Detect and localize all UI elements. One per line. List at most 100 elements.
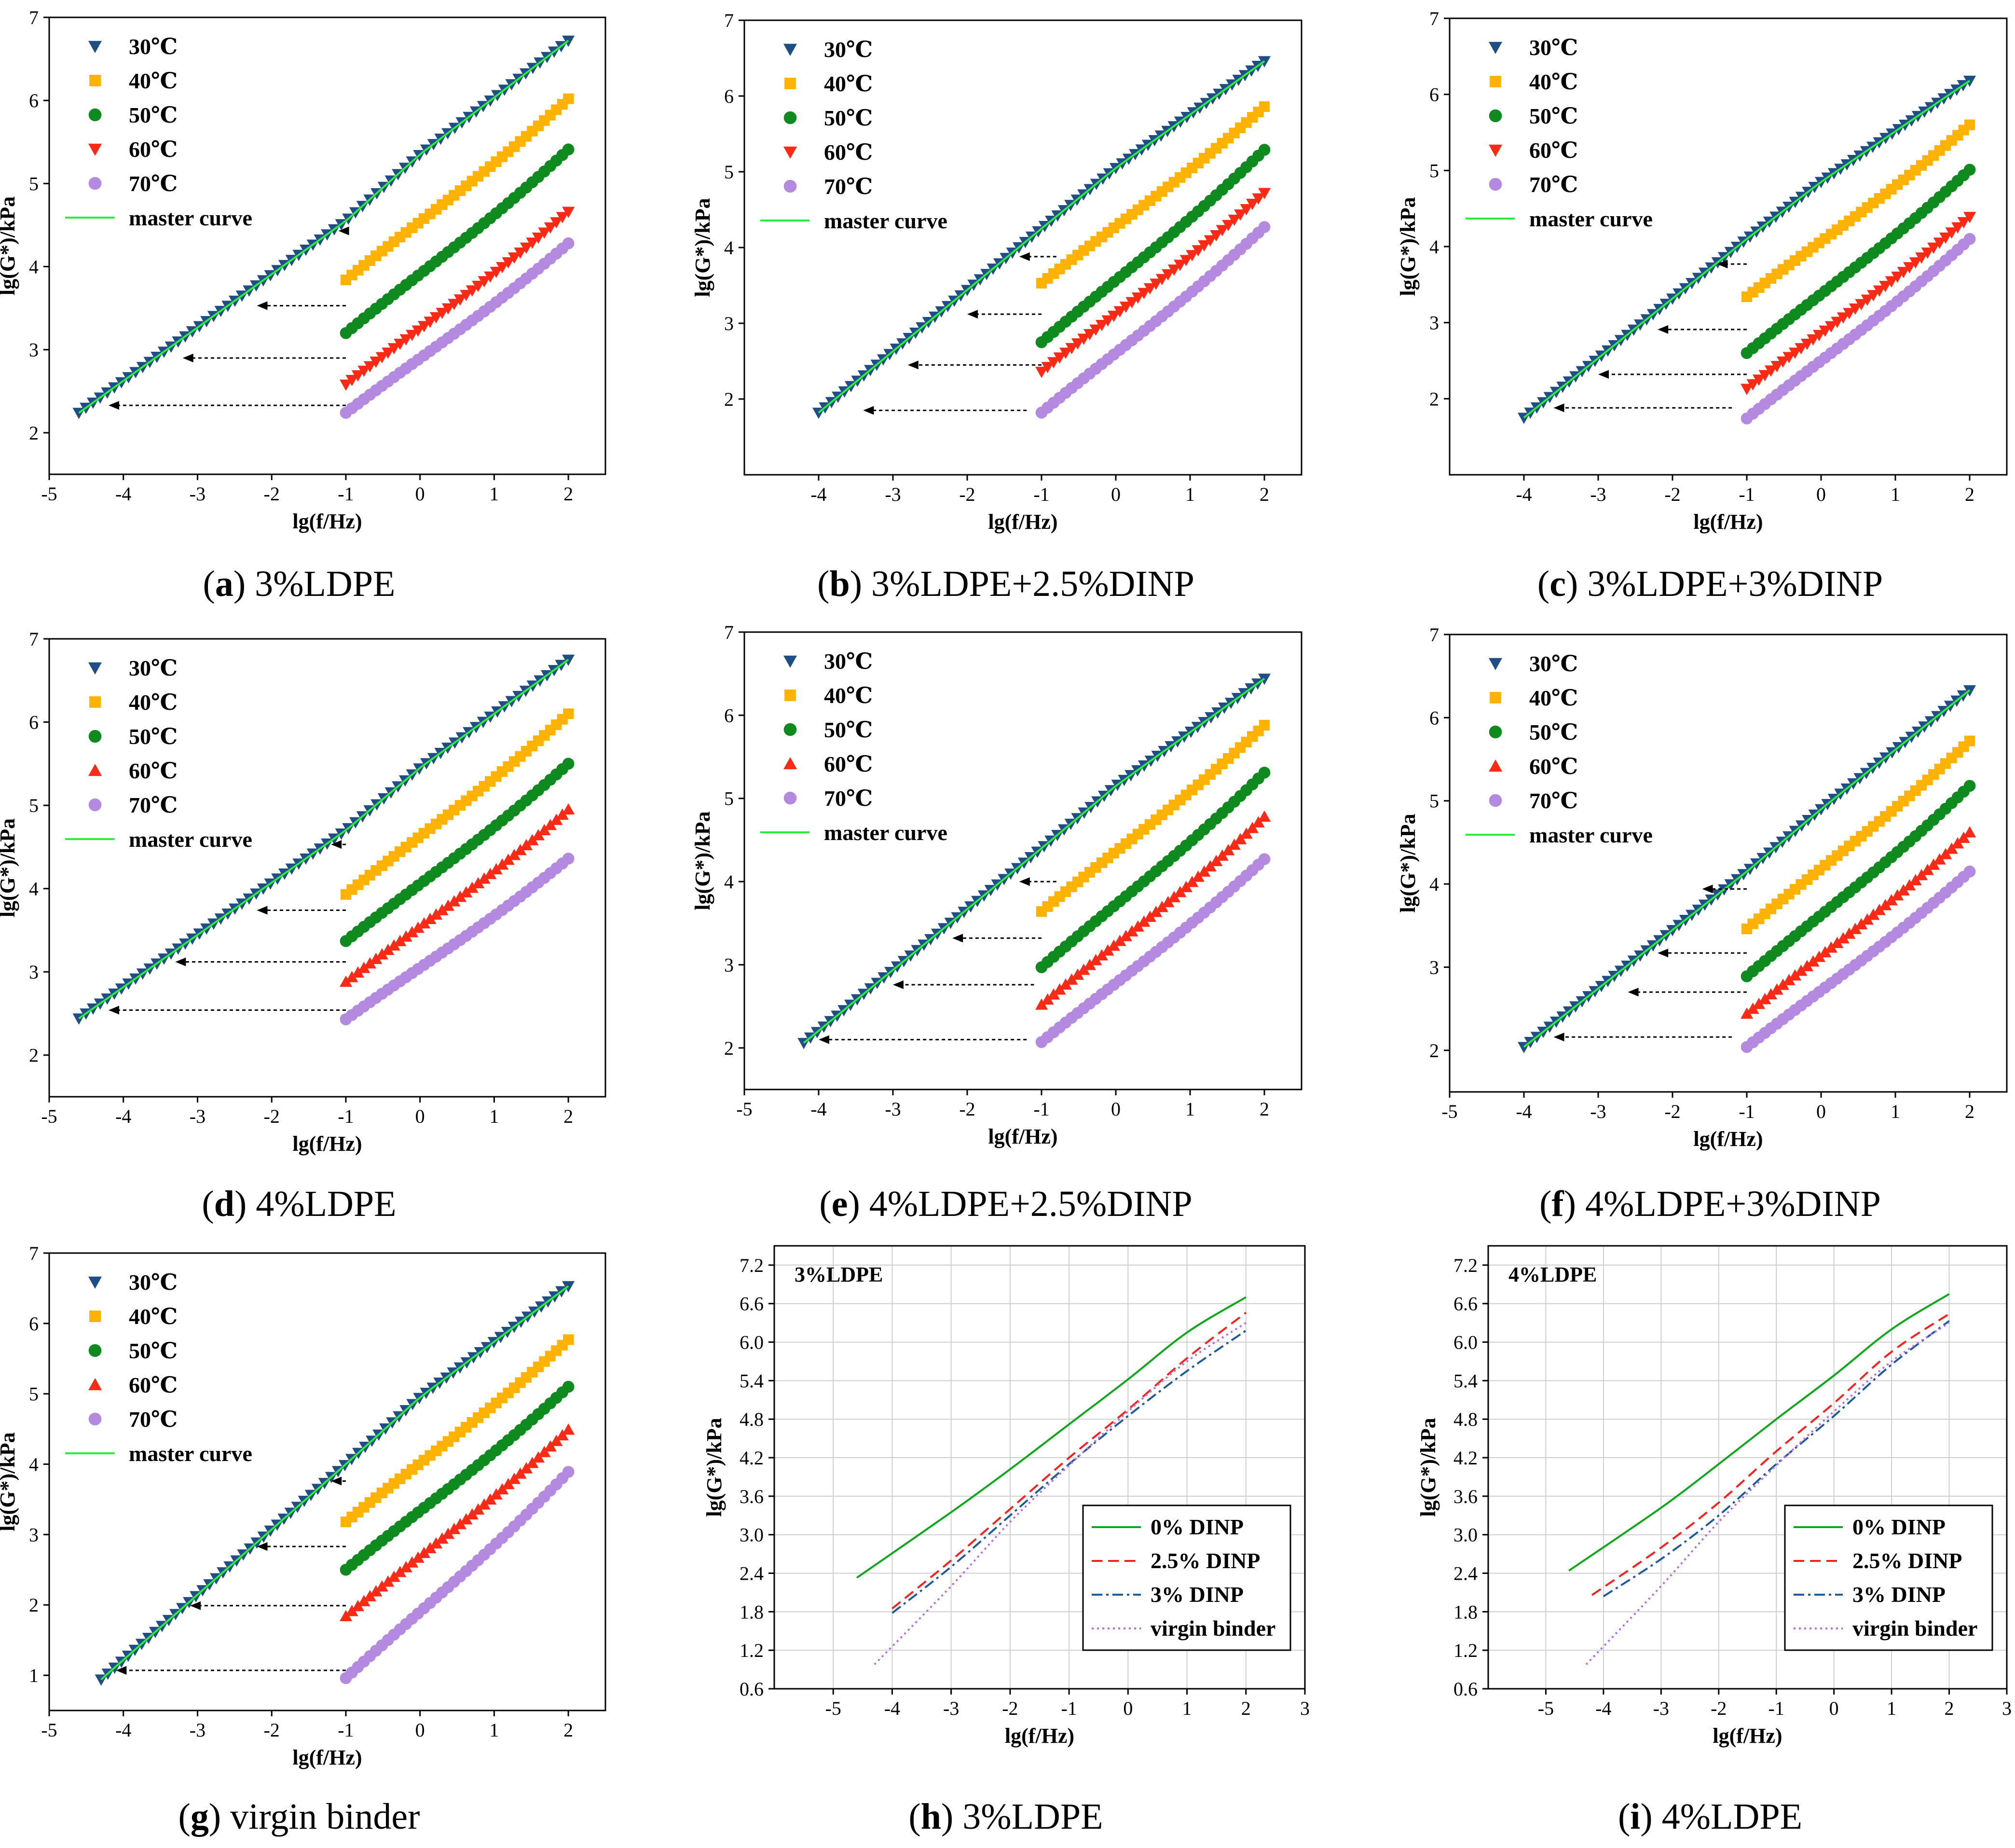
y-tick-label: 6 (29, 712, 39, 733)
y-tick-label: 2 (1429, 1040, 1439, 1062)
y-tick-label: 4 (1429, 236, 1439, 258)
data-point-60℃ (556, 212, 569, 223)
x-tick-label: 0 (1111, 483, 1121, 505)
x-tick-label: 2 (1965, 483, 1974, 505)
shift-arrow-head (1628, 988, 1639, 997)
panel-d: -5 -4 -3 -2 -1 0 1 2 2 3 4 5 6 7 lg(f/Hz) lg(G*)/kPa 30℃… (0, 628, 606, 1156)
shift-arrow-head (893, 980, 904, 989)
legend-label: 3% DINP (1852, 1582, 1946, 1607)
caption-d: (d) 4%LDPE (202, 1184, 396, 1224)
x-tick-label: 1 (489, 1719, 499, 1741)
x-tick-label: 1 (1182, 1697, 1192, 1719)
y-tick-label: 5 (29, 1383, 39, 1405)
data-point-60℃ (1059, 978, 1072, 990)
x-tick-label: -3 (885, 1098, 901, 1120)
data-point-60℃ (1143, 910, 1156, 922)
data-point-60℃ (399, 1561, 412, 1572)
data-point-60℃ (1897, 267, 1910, 278)
data-point-60℃ (1788, 969, 1801, 981)
data-point-60℃ (429, 1537, 442, 1549)
data-point-60℃ (1119, 302, 1132, 313)
shift-arrow-head (338, 226, 349, 235)
data-point-60℃ (1957, 217, 1970, 229)
y-tick-label: 6 (29, 1313, 39, 1335)
data-point-60℃ (370, 952, 383, 964)
plot-frame (48, 16, 606, 475)
legend-label: 50℃ (129, 724, 178, 749)
data-point-60℃ (363, 957, 376, 969)
x-tick-label: -1 (338, 483, 354, 505)
data-point-60℃ (370, 357, 383, 368)
data-point-70℃ (562, 853, 575, 865)
legend-marker-70℃ (88, 1412, 102, 1426)
shift-arrow-head (1553, 403, 1564, 413)
x-tick-label: -2 (1664, 1101, 1680, 1122)
data-point-60℃ (507, 252, 521, 264)
data-point-60℃ (1849, 923, 1862, 934)
data-point-60℃ (1143, 283, 1156, 295)
data-point-60℃ (394, 338, 407, 350)
legend-marker-40℃ (89, 696, 101, 708)
y-tick-label: 3.6 (740, 1486, 764, 1507)
legend-marker-60℃ (1489, 759, 1502, 772)
y-tick-label: 6 (29, 90, 39, 111)
legend-marker-50℃ (1489, 725, 1502, 739)
y-tick-label: 5 (1429, 160, 1439, 181)
legend-label: 3% DINP (1151, 1582, 1244, 1607)
x-tick-label: -3 (190, 1719, 206, 1741)
y-tick-label: 3 (1429, 956, 1439, 978)
y-axis-label: lg(G*)/kPa (691, 811, 714, 910)
data-point-60℃ (478, 276, 491, 288)
data-point-60℃ (406, 330, 419, 341)
y-tick-label: 1 (29, 1665, 39, 1686)
x-tick-label: 3 (1300, 1697, 1310, 1719)
x-tick-label: -2 (264, 1105, 280, 1127)
data-point-60℃ (382, 943, 395, 955)
data-point-40℃ (1964, 735, 1975, 746)
legend-label: 40℃ (129, 1304, 178, 1329)
legend-label: 30℃ (129, 656, 178, 680)
data-point-60℃ (394, 1566, 407, 1577)
x-tick-label: 2 (1965, 1101, 1974, 1122)
legend-label: 70℃ (129, 1407, 178, 1432)
shift-arrow-head (1702, 884, 1713, 894)
legend-label: 30℃ (824, 37, 873, 62)
y-tick-label: 4.8 (1453, 1408, 1478, 1430)
data-point-60℃ (363, 1590, 376, 1601)
y-tick-label: 6 (724, 85, 734, 107)
data-point-60℃ (1125, 297, 1138, 309)
master-curve-line (1523, 80, 1971, 419)
data-point-50℃ (562, 143, 575, 156)
legend-label: 70℃ (129, 171, 178, 196)
legend-label: master curve (1529, 207, 1653, 231)
y-axis-label: lg(G*)/kPa (1396, 197, 1420, 296)
x-tick-label: -4 (810, 1098, 826, 1120)
y-tick-label: 4 (29, 1454, 39, 1476)
legend-marker-50℃ (88, 730, 102, 743)
data-point-60℃ (484, 271, 497, 283)
series-line-virgin binder (874, 1322, 1247, 1665)
data-point-60℃ (394, 935, 407, 946)
x-tick-label: -5 (41, 1719, 57, 1741)
shift-arrow-head (907, 360, 918, 370)
data-point-60℃ (1807, 334, 1820, 346)
shift-arrow-head (1658, 325, 1669, 334)
y-tick-label: 7 (29, 1242, 39, 1264)
x-tick-label: 1 (489, 483, 499, 505)
legend-label: 30℃ (129, 1270, 178, 1295)
data-point-60℃ (1053, 352, 1066, 364)
data-point-60℃ (375, 948, 388, 960)
y-tick-label: 2.4 (1453, 1563, 1478, 1585)
data-point-60℃ (406, 926, 419, 938)
data-point-60℃ (1879, 281, 1892, 292)
data-point-60℃ (453, 890, 466, 902)
data-point-70℃ (562, 1466, 575, 1478)
legend-label: virgin binder (1852, 1616, 1977, 1641)
shift-arrow-head (1658, 949, 1669, 958)
data-point-60℃ (339, 975, 352, 987)
data-point-60℃ (375, 1580, 388, 1592)
data-point-60℃ (436, 307, 449, 319)
data-point-60℃ (460, 886, 473, 897)
data-point-60℃ (1824, 941, 1837, 953)
